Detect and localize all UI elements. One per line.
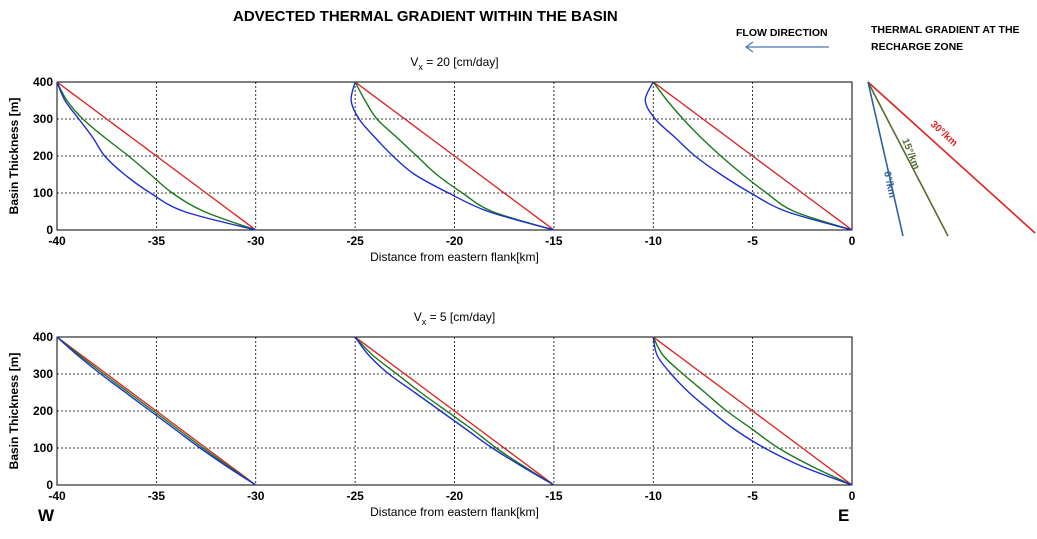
x-tick-label: -5 bbox=[747, 234, 758, 248]
series-15-per-km-profile-3 bbox=[652, 336, 853, 486]
title-rest: = 5 [cm/day] bbox=[426, 310, 495, 324]
y-tick-label: 200 bbox=[33, 404, 53, 418]
chart-title: Vx = 20 [cm/day] bbox=[410, 55, 498, 72]
x-tick-label: -40 bbox=[48, 489, 66, 503]
series-15-per-km-profile-1 bbox=[56, 81, 256, 231]
x-tick-label: -15 bbox=[545, 234, 563, 248]
x-tick-label: 0 bbox=[849, 234, 856, 248]
x-tick-label: 0 bbox=[849, 489, 856, 503]
y-tick-label: 300 bbox=[33, 112, 53, 126]
flow-direction-label: FLOW DIRECTION bbox=[736, 27, 828, 39]
y-tick-label: 100 bbox=[33, 186, 53, 200]
x-tick-label: -40 bbox=[48, 234, 66, 248]
chart-title: Vx = 5 [cm/day] bbox=[414, 310, 496, 327]
title-rest: = 20 [cm/day] bbox=[423, 55, 499, 69]
legend-label: 6°/km bbox=[881, 170, 897, 199]
chart-panel-1: Vx = 20 [cm/day] -40 -35 -30 -25 -20 -15 -10 -5 0… bbox=[7, 55, 856, 264]
x-tick-label: -25 bbox=[346, 489, 364, 503]
legend-line bbox=[867, 81, 949, 237]
series-30-per-km-profile-1 bbox=[56, 81, 257, 231]
legend-title: THERMAL GRADIENT AT THE RECHARGE ZONE bbox=[871, 24, 1020, 53]
series-6-per-km-profile-2 bbox=[350, 81, 555, 231]
x-tick-label: -10 bbox=[645, 489, 663, 503]
title-sub: x bbox=[418, 62, 423, 72]
west-label: W bbox=[38, 506, 55, 525]
x-tick-label: -5 bbox=[747, 489, 758, 503]
x-tick-label: -20 bbox=[446, 489, 464, 503]
y-tick-label: 100 bbox=[33, 441, 53, 455]
series-6-per-km-profile-2 bbox=[354, 336, 555, 486]
series-30-per-km-profile-3 bbox=[652, 336, 853, 486]
x-axis-label: Distance from eastern flank[km] bbox=[370, 250, 539, 264]
legend: 30°/km 15°/km6°/km bbox=[867, 81, 1036, 237]
series-30-per-km-profile-2 bbox=[354, 336, 555, 486]
legend-label: 15°/km bbox=[899, 137, 921, 171]
series-15-per-km-profile-2 bbox=[354, 336, 555, 486]
x-tick-label: -20 bbox=[446, 234, 464, 248]
y-axis-label: Basin Thickness [m] bbox=[7, 353, 21, 470]
axes-box bbox=[56, 81, 853, 231]
x-axis-label: Distance from eastern flank[km] bbox=[370, 505, 539, 519]
series-30-per-km-profile-3 bbox=[652, 81, 853, 231]
x-tick-label: -10 bbox=[645, 234, 663, 248]
series-30-per-km-profile-2 bbox=[354, 81, 555, 231]
title-sub: x bbox=[422, 317, 427, 327]
series-6-per-km-profile-1 bbox=[56, 336, 257, 486]
x-tick-label: -35 bbox=[148, 234, 166, 248]
chart-panel-2: Vx = 5 [cm/day] -40 -35 -30 -25 -20 -15 -10 -5 0 0… bbox=[7, 310, 856, 519]
y-tick-label: 0 bbox=[46, 478, 53, 492]
series-30-per-km-profile-1 bbox=[56, 336, 257, 486]
y-tick-label: 400 bbox=[33, 75, 53, 89]
legend-line bbox=[867, 81, 904, 237]
east-label: E bbox=[838, 506, 850, 525]
series-15-per-km-profile-2 bbox=[354, 81, 555, 231]
series-6-per-km-profile-1 bbox=[56, 81, 256, 231]
x-tick-label: -30 bbox=[247, 489, 265, 503]
y-tick-label: 400 bbox=[33, 330, 53, 344]
axes-box bbox=[56, 336, 853, 486]
flow-arrow bbox=[744, 41, 829, 53]
series-6-per-km-profile-3 bbox=[644, 81, 853, 231]
series-15-per-km-profile-3 bbox=[652, 81, 853, 231]
title-main: V bbox=[414, 310, 422, 324]
y-axis-label: Basin Thickness [m] bbox=[7, 98, 21, 215]
series-15-per-km-profile-1 bbox=[56, 336, 257, 486]
y-tick-label: 0 bbox=[46, 223, 53, 237]
figure-title: ADVECTED THERMAL GRADIENT WITHIN THE BAS… bbox=[233, 8, 618, 25]
y-tick-label: 300 bbox=[33, 367, 53, 381]
legend-line bbox=[867, 81, 1036, 234]
x-tick-label: -25 bbox=[346, 234, 364, 248]
legend-label: 30°/km bbox=[928, 119, 959, 149]
x-tick-label: -30 bbox=[247, 234, 265, 248]
x-tick-label: -15 bbox=[545, 489, 563, 503]
title-main: V bbox=[410, 55, 418, 69]
series-6-per-km-profile-3 bbox=[652, 336, 853, 486]
y-tick-label: 200 bbox=[33, 149, 53, 163]
x-tick-label: -35 bbox=[148, 489, 166, 503]
